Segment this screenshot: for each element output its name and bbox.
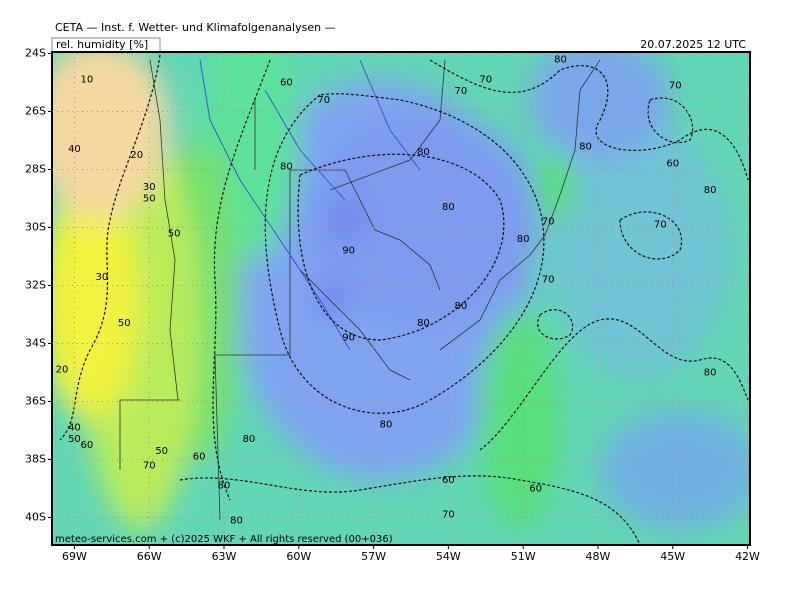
valid-time: 20.07.2025 12 UTC [640,38,746,51]
contour-label: 80 [230,515,243,526]
contour-label: 60 [280,77,293,88]
contour-line [179,475,641,545]
lat-tick-label: 38S [25,452,46,465]
contour-label: 50 [118,318,131,329]
contour-label: 70 [542,217,555,228]
field-shading [52,52,750,530]
lon-tick-label: 45W [660,550,685,563]
lat-tick-label: 30S [25,220,46,233]
contour-label: 60 [81,440,94,451]
lat-tick-label: 26S [25,104,46,117]
lon-tick-label: 63W [212,550,237,563]
contour-label: 70 [442,510,455,521]
contour-label: 80 [218,481,231,492]
contour-label: 10 [81,75,94,86]
lon-tick-label: 57W [361,550,386,563]
lat-tick-label: 32S [25,278,46,291]
contour-label: 70 [479,75,492,86]
lat-tick-label: 24S [25,46,46,59]
contour-label: 60 [666,159,679,170]
borders [119,59,446,521]
contour-label: 30 [143,182,156,193]
contour-label: 80 [442,202,455,213]
contour-label: 40 [68,423,81,434]
contour-label: 60 [442,475,455,486]
contour-label: 50 [68,434,81,445]
contour-label: 80 [243,434,256,445]
contour-label: 70 [143,460,156,471]
rivers [199,59,421,351]
contour-label: 50 [143,193,156,204]
contour-label: 60 [529,483,542,494]
contour-label: 70 [669,80,682,91]
map-frame [51,51,751,546]
contour-label: 70 [654,220,667,231]
contour-label: 80 [579,141,592,152]
contour-label: 20 [130,150,143,161]
grid [52,52,750,545]
lat-tick-label: 34S [25,336,46,349]
contour-line [537,97,694,340]
coastline [299,59,601,381]
contour-label: 30 [95,272,108,283]
contour-line [429,59,749,181]
lon-tick-label: 69W [62,550,87,563]
contour-label: 90 [342,333,355,344]
contour-label: 20 [56,365,69,376]
contour-label: 60 [193,452,206,463]
title: CETA — Inst. f. Wetter- und Klimafolgena… [55,21,336,34]
lon-tick-label: 66W [137,550,162,563]
contour-label: 80 [417,318,430,329]
contour-label: 80 [280,162,293,173]
lon-tick-label: 48W [585,550,610,563]
contour-label: 80 [704,367,717,378]
contour-line [297,153,505,341]
contour-label: 80 [454,301,467,312]
lon-tick-label: 51W [511,550,536,563]
axes: 69W 66W 63W 60W 57W 54W 51W 48W 45W 42W 24S 26S 28S 3… [25,46,760,563]
lat-tick-label: 36S [25,394,46,407]
lon-tick-label: 42W [735,550,760,563]
contour-label: 80 [517,234,530,245]
contour-label: 70 [542,275,555,286]
contour-label: 40 [68,144,81,155]
lon-tick-label: 54W [436,550,461,563]
variable-label: rel. humidity [%] [56,38,148,51]
lat-tick-label: 28S [25,162,46,175]
contour-line [212,59,271,501]
credit: meteo-services.com + (c)2025 WKF + All r… [55,534,393,545]
contour-label: 50 [168,228,181,239]
lon-tick-label: 60W [286,550,311,563]
contour-label: 50 [155,446,168,457]
contour-label: 80 [554,54,567,65]
contour-line [264,93,545,414]
contour-line [479,318,749,451]
contour-label: 70 [317,95,330,106]
contour-label: 80 [704,185,717,196]
contour-label: 70 [454,86,467,97]
lat-tick-label: 40S [25,510,46,523]
contour-label: 90 [342,246,355,257]
contour-label: 80 [417,147,430,158]
contour-label: 80 [380,420,393,431]
